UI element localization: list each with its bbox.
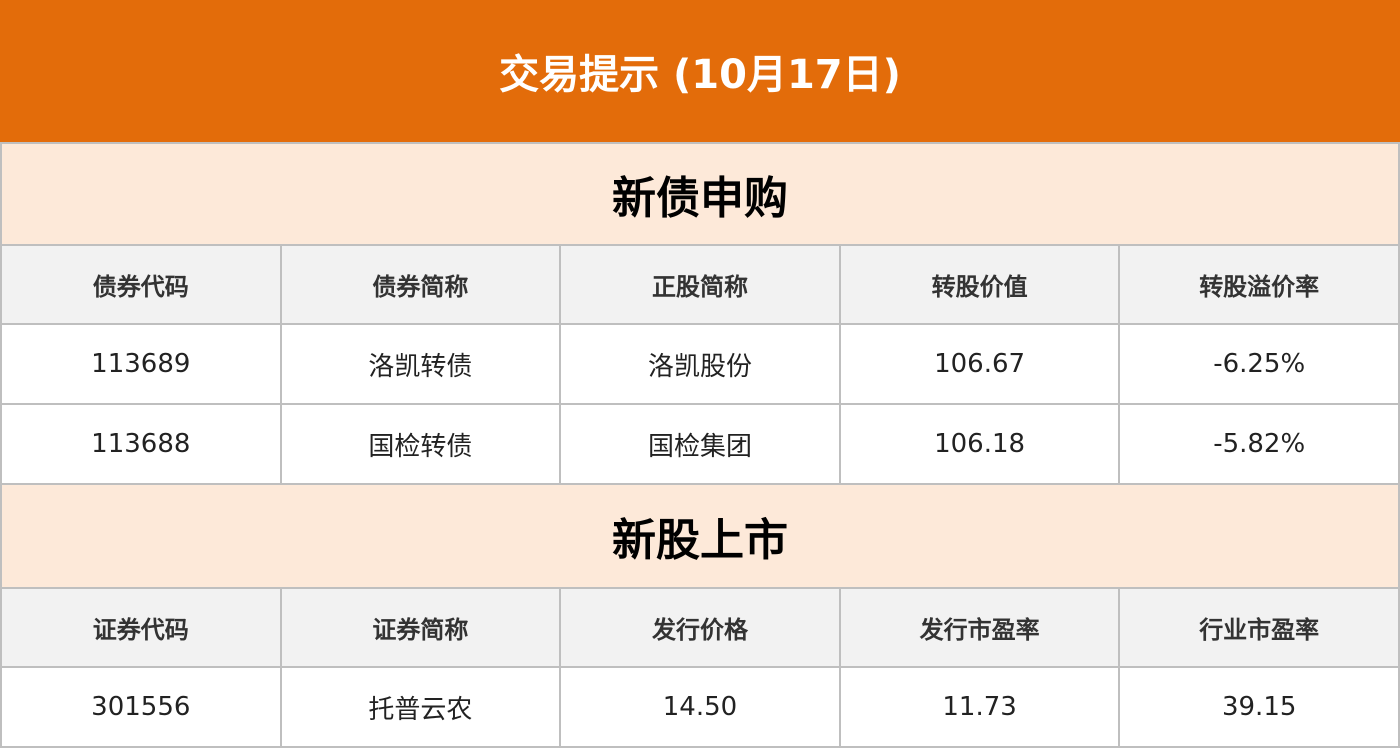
column-header: 债券简称 bbox=[279, 244, 562, 325]
bonds-header-row: 债券代码 债券简称 正股简称 转股价值 转股溢价率 bbox=[0, 244, 1400, 325]
table-row: 113688 国检转债 国检集团 106.18 -5.82% bbox=[0, 403, 1400, 485]
trading-table: 新债申购 债券代码 债券简称 正股简称 转股价值 转股溢价率 113689 洛凯… bbox=[0, 142, 1400, 748]
column-header: 转股价值 bbox=[838, 244, 1121, 325]
column-header: 正股简称 bbox=[559, 244, 841, 325]
table-cell: 14.50 bbox=[559, 666, 841, 748]
table-row: 113689 洛凯转债 洛凯股份 106.67 -6.25% bbox=[0, 323, 1400, 405]
table-cell: 106.18 bbox=[838, 403, 1121, 485]
stocks-header-row: 证券代码 证券简称 发行价格 发行市盈率 行业市盈率 bbox=[0, 587, 1400, 668]
table-cell: 托普云农 bbox=[279, 666, 562, 748]
table-cell: 11.73 bbox=[838, 666, 1121, 748]
table-cell: -5.82% bbox=[1118, 403, 1400, 485]
column-header: 证券代码 bbox=[0, 587, 282, 668]
column-header: 证券简称 bbox=[279, 587, 562, 668]
column-header: 发行价格 bbox=[559, 587, 841, 668]
table-cell: 洛凯转债 bbox=[279, 323, 562, 405]
table-cell: 国检转债 bbox=[279, 403, 562, 485]
column-header: 转股溢价率 bbox=[1118, 244, 1400, 325]
table-cell: 106.67 bbox=[838, 323, 1121, 405]
table-cell: 301556 bbox=[0, 666, 282, 748]
column-header: 债券代码 bbox=[0, 244, 282, 325]
column-header: 行业市盈率 bbox=[1118, 587, 1400, 668]
table-cell: 39.15 bbox=[1118, 666, 1400, 748]
section-title-stocks: 新股上市 bbox=[0, 483, 1400, 589]
table-cell: -6.25% bbox=[1118, 323, 1400, 405]
page-title: 交易提示 (10月17日) bbox=[0, 0, 1400, 142]
section-title-bonds: 新债申购 bbox=[0, 142, 1400, 246]
table-cell: 113689 bbox=[0, 323, 282, 405]
table-cell: 洛凯股份 bbox=[559, 323, 841, 405]
table-cell: 113688 bbox=[0, 403, 282, 485]
column-header: 发行市盈率 bbox=[838, 587, 1121, 668]
table-row: 301556 托普云农 14.50 11.73 39.15 bbox=[0, 666, 1400, 748]
table-cell: 国检集团 bbox=[559, 403, 841, 485]
